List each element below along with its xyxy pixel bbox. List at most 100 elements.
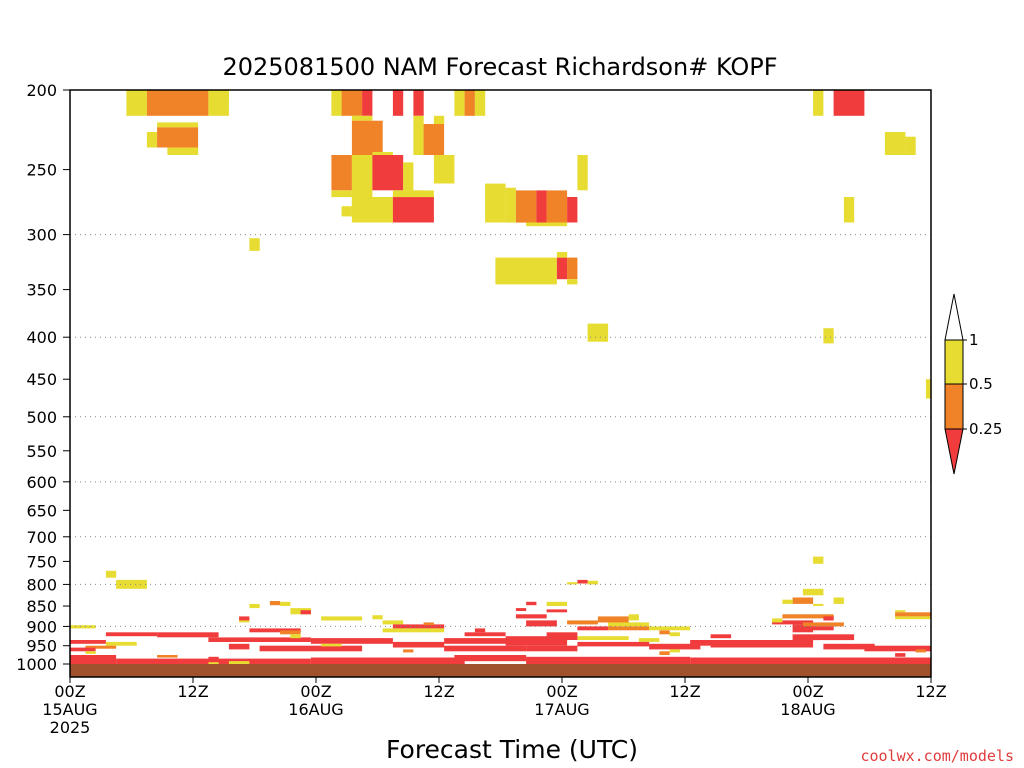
heatmap-cell [239,620,250,623]
heatmap-cell [444,645,527,652]
y-tick-label: 1000 [16,655,57,674]
heatmap-cell [331,155,352,191]
heatmap-cell [587,580,598,585]
heatmap-cell [895,610,906,613]
heatmap-cell [577,641,650,647]
heatmap-cell [382,620,404,625]
heatmap-cell [249,238,260,251]
y-tick-label: 450 [26,370,57,389]
heatmap-cell [290,634,301,639]
heatmap-cell [577,579,588,584]
heatmap-cell [823,328,834,344]
heatmap-cell [515,190,537,223]
heatmap-cell [310,638,393,644]
plot-frame [69,89,932,678]
heatmap-cell [925,379,931,399]
heatmap-cell [843,197,855,223]
heatmap-cell [351,155,373,210]
heatmap-cell [146,90,209,116]
heatmap-cell [782,614,834,619]
heatmap-cell [567,279,578,285]
y-tick-label: 350 [26,281,57,300]
heatmap-cell [526,645,578,652]
heatmap-cell [782,599,793,604]
colorbar-label: 0.5 [969,375,993,393]
heatmap-cell [382,628,445,633]
heatmap-cell [413,115,424,155]
heatmap-cell [362,90,373,116]
heatmap-cell [444,638,516,644]
heatmap-cell [464,632,506,637]
heatmap-cell [269,601,281,606]
y-tick-label: 500 [26,408,57,427]
heatmap-cell [526,656,691,664]
heatmap-cell [105,641,137,646]
heatmap-cell [669,649,680,653]
heatmap-cell [567,197,578,223]
x-tick-label: 00Z [54,682,85,701]
colorbar-bottom-arrow [944,428,964,475]
y-tick-label: 600 [26,473,57,492]
heatmap-cell [331,190,352,198]
colorbar-bin [944,383,964,430]
heatmap-cell [403,649,414,653]
heatmap-cell [423,124,445,155]
heatmap-cell [423,622,434,626]
heatmap-cell [813,556,824,564]
heatmap-cell [628,614,639,621]
heatmap-cell [567,257,578,280]
heatmap-cell [351,120,383,155]
heatmap-cell [669,632,680,637]
y-tick-label: 200 [26,81,57,100]
heatmap-cell [792,597,814,604]
y-tick-label: 550 [26,442,57,461]
heatmap-cell [792,624,814,633]
heatmap-cell [392,90,404,116]
y-tick-label: 650 [26,501,57,520]
heatmap-cell [105,570,117,578]
heatmap-cell [546,632,578,640]
x-tick-label: 2025 [50,718,91,737]
heatmap-cell [351,115,373,121]
heatmap-cell [505,187,516,223]
heatmap-cell [556,257,568,280]
heatmap-cell [833,597,844,604]
heatmap-cell [208,637,311,642]
heatmap-cell [608,622,650,627]
heatmap-cell [157,127,199,148]
y-tick-label: 250 [26,161,57,180]
heatmap-cell [474,90,486,116]
heatmap-cell [577,636,629,640]
heatmap-cell [372,155,404,191]
heatmap-cell [772,620,814,625]
colorbar-bin [944,339,964,385]
heatmap-cell [208,662,219,664]
y-tick-label: 750 [26,552,57,571]
heatmap-cell [300,610,311,615]
heatmap-cell [70,640,106,644]
heatmap-cell [454,655,527,662]
heatmap-cell [392,190,434,198]
heatmap-cell [464,90,475,116]
heatmap-cell [515,614,547,619]
heatmap-cell [802,626,834,631]
heatmap-cell [351,197,393,223]
heatmap-cell [85,645,117,649]
heatmap-cell [659,630,670,635]
heatmap-cell [474,628,486,633]
colorbar: 1 0.5 0.25 [944,293,1002,475]
heatmap-cell [70,647,96,652]
heatmap-cell [403,162,414,191]
heatmap-cell [239,616,250,621]
heatmap-cell [157,655,178,658]
heatmap-cell [710,634,732,639]
x-tick-label: 12Z [669,682,700,701]
heatmap-cell [556,252,568,258]
x-tick-label: 00Z [300,682,331,701]
heatmap-cell [392,624,445,629]
heatmap-cell [823,643,875,650]
x-tick-label: 12Z [915,682,946,701]
heatmap-cell [649,643,701,650]
heatmap-cell [813,90,824,116]
